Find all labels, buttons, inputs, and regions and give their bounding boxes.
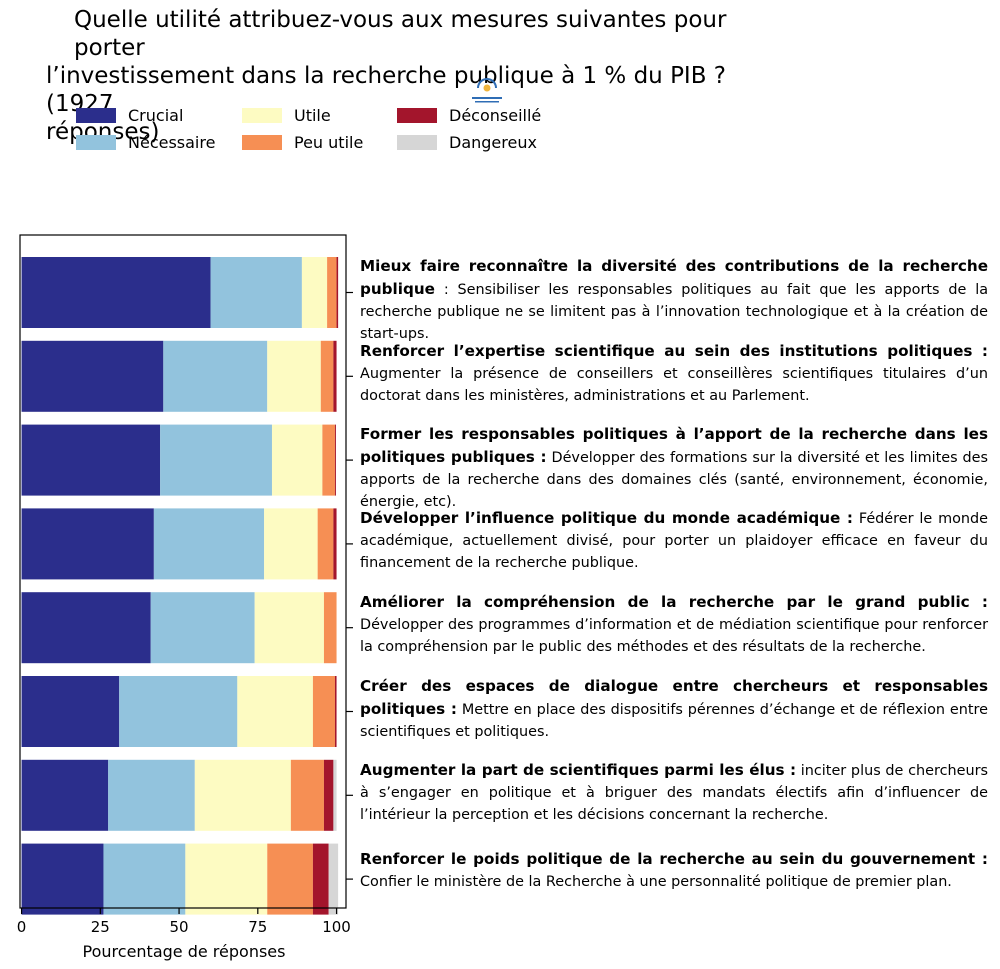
category-heading: Renforcer le poids politique de la reche… <box>360 850 988 868</box>
bar-segment <box>21 340 164 412</box>
bar-segment <box>333 340 337 412</box>
bar-segment <box>108 759 195 831</box>
bar-segment <box>322 424 335 496</box>
bar-segment <box>264 508 318 580</box>
bar-segment <box>327 257 337 328</box>
x-ticks-group: 0 25 50 75 100 <box>17 908 351 936</box>
bar-segment <box>334 424 336 496</box>
category-text: Mettre en place des dispositifs pérennes… <box>360 702 988 740</box>
category-text: : Sensibiliser les responsables politiqu… <box>360 282 989 342</box>
legend-item-necessaire: Nécessaire <box>76 133 215 152</box>
bar-segment <box>336 257 339 328</box>
category-heading: Créer des espaces de dialogue entre cher… <box>360 677 988 718</box>
bar-segment <box>160 424 272 496</box>
bar-segment <box>312 676 335 747</box>
legend-label: Utile <box>294 106 331 125</box>
x-tick-label: 0 <box>17 918 27 936</box>
x-tick-label: 75 <box>248 918 267 936</box>
legend-label: Dangereux <box>449 133 537 152</box>
category-text: inciter plus de chercheurs à s’engager e… <box>360 763 989 823</box>
category-text: Augmenter la présence de conseillers et … <box>360 366 988 404</box>
legend-swatch <box>242 135 282 150</box>
category-ticks-group <box>346 291 353 880</box>
legend-item-crucial: Crucial <box>76 106 183 125</box>
category-heading: Former les responsables politiques à l’a… <box>360 425 988 466</box>
category-heading: Mieux faire reconnaître la diversité des… <box>360 257 988 298</box>
category-description: Former les responsables politiques à l’a… <box>360 423 988 513</box>
bars-group <box>21 257 339 915</box>
bar-segment <box>21 759 109 831</box>
bar-segment <box>21 676 120 747</box>
category-heading: Améliorer la compréhension de la recherc… <box>360 593 988 611</box>
legend-label: Crucial <box>128 106 184 125</box>
category-description: Mieux faire reconnaître la diversité des… <box>360 255 988 345</box>
x-tick-label: 50 <box>170 918 189 936</box>
bar-segment <box>163 340 268 412</box>
x-tick-label: 25 <box>91 918 110 936</box>
category-description: Renforcer l’expertise scientifique au se… <box>360 340 988 407</box>
legend-swatch <box>76 135 116 150</box>
bar-segment <box>254 592 324 664</box>
bar-segment <box>323 592 337 664</box>
bar-segment <box>21 257 211 328</box>
legend-swatch <box>242 108 282 123</box>
legend-swatch <box>76 108 116 123</box>
category-description: Développer l’influence politique du mond… <box>360 507 988 574</box>
category-heading: Augmenter la part de scientifiques parmi… <box>360 761 797 779</box>
category-description: Renforcer le poids politique de la reche… <box>360 848 988 893</box>
bar-segment <box>271 424 323 496</box>
category-text: Développer des formations sur la diversi… <box>360 450 988 510</box>
legend-item-deconseille: Déconseillé <box>397 106 541 125</box>
bar-segment <box>119 676 238 747</box>
logo-icon <box>472 78 502 103</box>
category-heading: Développer l’influence politique du mond… <box>360 509 853 527</box>
bar-segment <box>267 340 321 412</box>
category-description: Augmenter la part de scientifiques parmi… <box>360 759 988 826</box>
bar-segment <box>328 843 339 915</box>
bar-segment <box>21 843 104 915</box>
bar-segment <box>320 340 334 412</box>
bar-segment <box>103 843 186 915</box>
bar-segment <box>210 257 302 328</box>
x-axis-label: Pourcentage de réponses <box>83 942 286 961</box>
legend-label: Nécessaire <box>128 133 216 152</box>
bar-segment <box>185 843 268 915</box>
bar-segment <box>267 843 313 915</box>
bar-segment <box>334 676 337 747</box>
bar-segment <box>317 508 334 580</box>
plot-frame <box>19 234 347 909</box>
bar-segment <box>333 759 337 831</box>
legend-label: Déconseillé <box>449 106 542 125</box>
bar-segment <box>237 676 313 747</box>
bar-segment <box>194 759 291 831</box>
category-text: Développer des programmes d’information … <box>360 617 988 655</box>
bar-segment <box>312 843 329 915</box>
bar-segment <box>153 508 265 580</box>
society-logo <box>466 78 508 108</box>
category-text: Confier le ministère de la Recherche à u… <box>360 874 952 890</box>
bar-segment <box>150 592 255 664</box>
title-line-1: Quelle utilité attribuez-vous aux mesure… <box>74 7 727 61</box>
category-text: Fédérer le monde académique, actuellemen… <box>360 511 989 571</box>
x-tick-label: 100 <box>322 918 351 936</box>
legend-swatch <box>397 135 437 150</box>
bar-segment <box>333 508 337 580</box>
bar-segment <box>21 424 161 496</box>
legend-swatch <box>397 108 437 123</box>
bar-segment <box>21 592 151 664</box>
legend-item-peu-utile: Peu utile <box>242 133 363 152</box>
category-description: Améliorer la compréhension de la recherc… <box>360 591 988 658</box>
bar-segment <box>301 257 328 328</box>
bar-segment <box>290 759 324 831</box>
title-line-2: l’investissement dans la recherche publi… <box>46 63 727 117</box>
legend-item-dangereux: Dangereux <box>397 133 537 152</box>
legend-label: Peu utile <box>294 133 364 152</box>
bar-segment <box>21 508 154 580</box>
bar-segment <box>323 759 334 831</box>
category-description: Créer des espaces de dialogue entre cher… <box>360 675 988 743</box>
legend-item-utile: Utile <box>242 106 331 125</box>
category-heading: Renforcer l’expertise scientifique au se… <box>360 342 988 360</box>
